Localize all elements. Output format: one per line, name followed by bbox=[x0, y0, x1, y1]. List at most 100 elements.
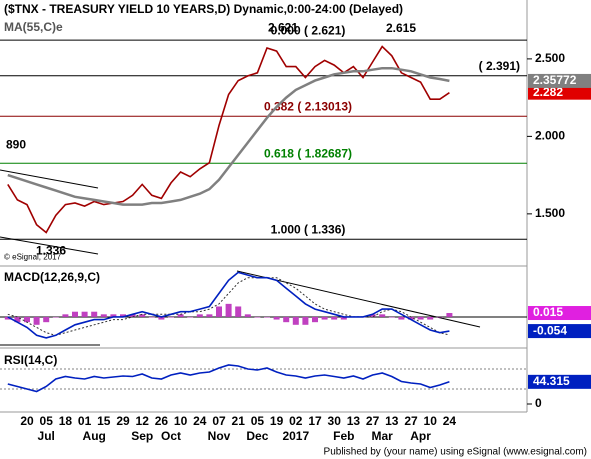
histogram-bar bbox=[398, 316, 405, 320]
indicator-label: RSI(14,C) bbox=[4, 353, 57, 367]
x-month-label: Mar bbox=[372, 429, 394, 443]
level-label: 0.382 ( 2.13013) bbox=[264, 99, 352, 113]
indicator-label: MA(55,C)e bbox=[4, 20, 63, 34]
annotation: 2.615 bbox=[386, 21, 416, 35]
y-tick-label: 0 bbox=[535, 396, 542, 410]
histogram-bar bbox=[369, 314, 376, 317]
histogram-bar bbox=[331, 316, 338, 320]
histogram-bar bbox=[427, 316, 434, 320]
x-tick-label: 07 bbox=[212, 414, 226, 428]
y-tick-label: 2.500 bbox=[535, 51, 565, 65]
price-tag-label: 2.282 bbox=[533, 85, 563, 99]
x-tick-label: 10 bbox=[174, 414, 188, 428]
histogram-bar bbox=[14, 316, 21, 323]
histogram-bar bbox=[283, 316, 290, 323]
price-tag-label: 44.315 bbox=[533, 374, 570, 388]
histogram-bar bbox=[110, 314, 117, 317]
histogram-bar bbox=[139, 314, 146, 317]
price-tag-label: 2.35772 bbox=[533, 73, 577, 87]
level-label: ( 2.391) bbox=[479, 59, 520, 73]
chart-title: ($TNX - TREASURY YIELD 10 YEARS,D) Dynam… bbox=[4, 2, 403, 16]
price-tag bbox=[528, 73, 591, 88]
histogram-bar bbox=[177, 314, 184, 317]
x-tick-label: 26 bbox=[155, 414, 169, 428]
x-tick-label: 30 bbox=[328, 414, 342, 428]
series-line bbox=[7, 66, 450, 206]
level-label: 0.618 ( 1.82687) bbox=[264, 146, 352, 160]
x-tick-label: 21 bbox=[232, 414, 246, 428]
x-tick-label: 24 bbox=[443, 414, 457, 428]
x-tick-label: 29 bbox=[116, 414, 130, 428]
x-month-label: Feb bbox=[333, 429, 354, 443]
histogram-bar bbox=[321, 316, 328, 320]
x-tick-label: 27 bbox=[404, 414, 418, 428]
footer: Published by (your name) using eSignal (… bbox=[324, 447, 587, 458]
histogram-bar bbox=[100, 314, 107, 317]
level-label: 0.000 ( 2.621) bbox=[271, 23, 346, 37]
histogram-bar bbox=[225, 303, 232, 317]
price-tag bbox=[528, 85, 591, 100]
annotation: 1.336 bbox=[36, 243, 66, 257]
y-tick-label: 2.000 bbox=[535, 129, 565, 143]
histogram-bar bbox=[216, 306, 222, 317]
series-line bbox=[7, 364, 450, 393]
histogram-bar bbox=[158, 316, 165, 320]
trendline bbox=[0, 236, 99, 255]
annotation: © eSignal, 2017 bbox=[4, 252, 62, 261]
histogram-bar bbox=[340, 316, 347, 320]
histogram-bar bbox=[446, 313, 453, 317]
histogram-bar bbox=[235, 306, 242, 317]
x-month-label: Sep bbox=[131, 429, 153, 443]
histogram-bar bbox=[81, 311, 88, 317]
x-tick-label: 05 bbox=[40, 414, 54, 428]
histogram-bar bbox=[264, 316, 270, 318]
histogram-bar bbox=[292, 316, 299, 325]
x-month-label: Apr bbox=[410, 429, 431, 443]
histogram-bar bbox=[43, 316, 50, 323]
x-tick-label: 12 bbox=[136, 414, 150, 428]
histogram-bar bbox=[388, 316, 395, 318]
annotation: 890 bbox=[6, 138, 26, 152]
histogram-bar bbox=[417, 316, 424, 320]
x-month-label: Oct bbox=[161, 429, 181, 443]
trendline bbox=[0, 169, 99, 189]
series-line bbox=[7, 45, 450, 234]
histogram-bar bbox=[24, 316, 30, 323]
x-month-label: Aug bbox=[83, 429, 106, 443]
histogram-bar bbox=[206, 314, 213, 317]
x-tick-label: 20 bbox=[20, 414, 34, 428]
x-month-label: Nov bbox=[208, 429, 231, 443]
histogram-bar bbox=[33, 316, 40, 325]
histogram-bar bbox=[187, 316, 194, 318]
histogram-bar bbox=[4, 316, 11, 320]
histogram-bar bbox=[196, 314, 203, 317]
histogram-bar bbox=[148, 316, 155, 318]
x-tick-label: 27 bbox=[366, 414, 380, 428]
histogram-bar bbox=[408, 316, 414, 320]
price-tag bbox=[528, 374, 591, 389]
y-tick-label: 1.500 bbox=[535, 206, 565, 220]
histogram-bar bbox=[273, 316, 280, 320]
indicator-label: MACD(12,26,9,C) bbox=[4, 270, 100, 284]
x-tick-label: 13 bbox=[385, 414, 399, 428]
histogram-bar bbox=[436, 316, 443, 318]
histogram-bar bbox=[168, 316, 174, 318]
x-tick-label: 17 bbox=[308, 414, 322, 428]
annotation: 2.621 bbox=[268, 20, 298, 34]
histogram-bar bbox=[91, 311, 98, 317]
x-tick-label: 24 bbox=[193, 414, 207, 428]
x-tick-label: 18 bbox=[59, 414, 73, 428]
histogram-bar bbox=[312, 316, 318, 323]
x-tick-label: 13 bbox=[347, 414, 361, 428]
x-tick-label: 19 bbox=[270, 414, 284, 428]
x-tick-label: 05 bbox=[251, 414, 265, 428]
x-tick-label: 02 bbox=[289, 414, 303, 428]
price-tag-label: 0.015 bbox=[533, 305, 563, 319]
x-month-label: 2017 bbox=[282, 429, 309, 443]
x-tick-label: 15 bbox=[97, 414, 111, 428]
histogram-bar bbox=[62, 314, 69, 317]
histogram-bar bbox=[72, 311, 78, 317]
x-month-label: Dec bbox=[246, 429, 268, 443]
level-label: 1.000 ( 1.336) bbox=[271, 222, 346, 236]
